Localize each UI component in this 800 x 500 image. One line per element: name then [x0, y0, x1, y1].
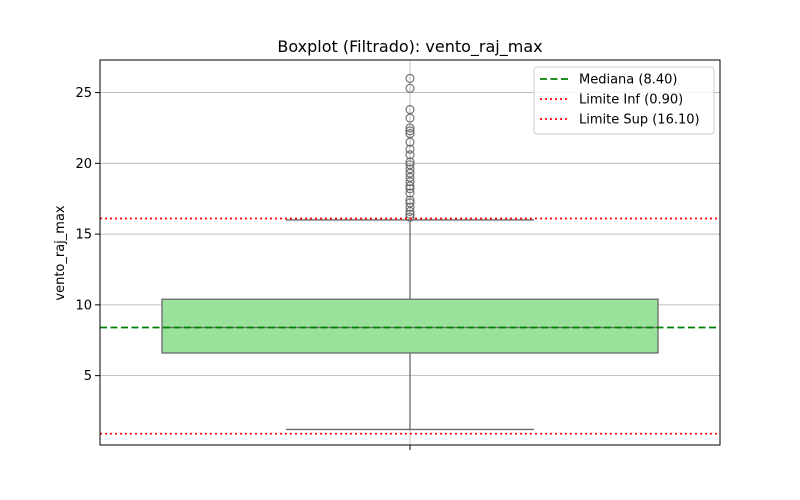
- y-tick-label: 5: [84, 369, 92, 384]
- y-tick-label: 15: [75, 228, 92, 243]
- outlier-point: [405, 104, 415, 115]
- outlier-point: [405, 150, 415, 160]
- iqr-box: [161, 298, 659, 354]
- outlier-point: [405, 212, 415, 222]
- plot-area: [100, 73, 720, 435]
- outlier-point: [405, 144, 415, 154]
- legend: Mediana (8.40) Limite Inf (0.90) Limite Su…: [533, 66, 715, 135]
- legend-label: Mediana (8.40): [579, 73, 677, 88]
- outlier-point: [405, 188, 415, 198]
- outlier-point: [405, 126, 415, 136]
- outlier-point: [405, 73, 415, 83]
- y-tick-label: 10: [75, 298, 92, 313]
- outlier-point: [405, 195, 415, 205]
- outlier-point: [405, 184, 415, 194]
- outlier-point: [405, 157, 415, 167]
- chart-title: Boxplot (Filtrado): vento_raj_max: [277, 37, 542, 57]
- y-tick-label: 20: [75, 157, 92, 172]
- outlier-point: [405, 160, 415, 170]
- outlier-point: [405, 164, 415, 174]
- outlier-point: [405, 129, 415, 139]
- axes: 5 10 15 20 25: [75, 59, 721, 450]
- outlier-point: [405, 202, 415, 212]
- outlier-point: [405, 198, 415, 208]
- legend-box: [533, 66, 715, 135]
- y-axis-label: vento_raj_max: [53, 205, 68, 301]
- legend-label: Limite Inf (0.90): [579, 93, 683, 108]
- y-tick-label: 25: [75, 86, 92, 101]
- outlier-point: [405, 83, 415, 93]
- outlier-point: [405, 123, 415, 133]
- legend-label: Limite Sup (16.10): [579, 113, 700, 128]
